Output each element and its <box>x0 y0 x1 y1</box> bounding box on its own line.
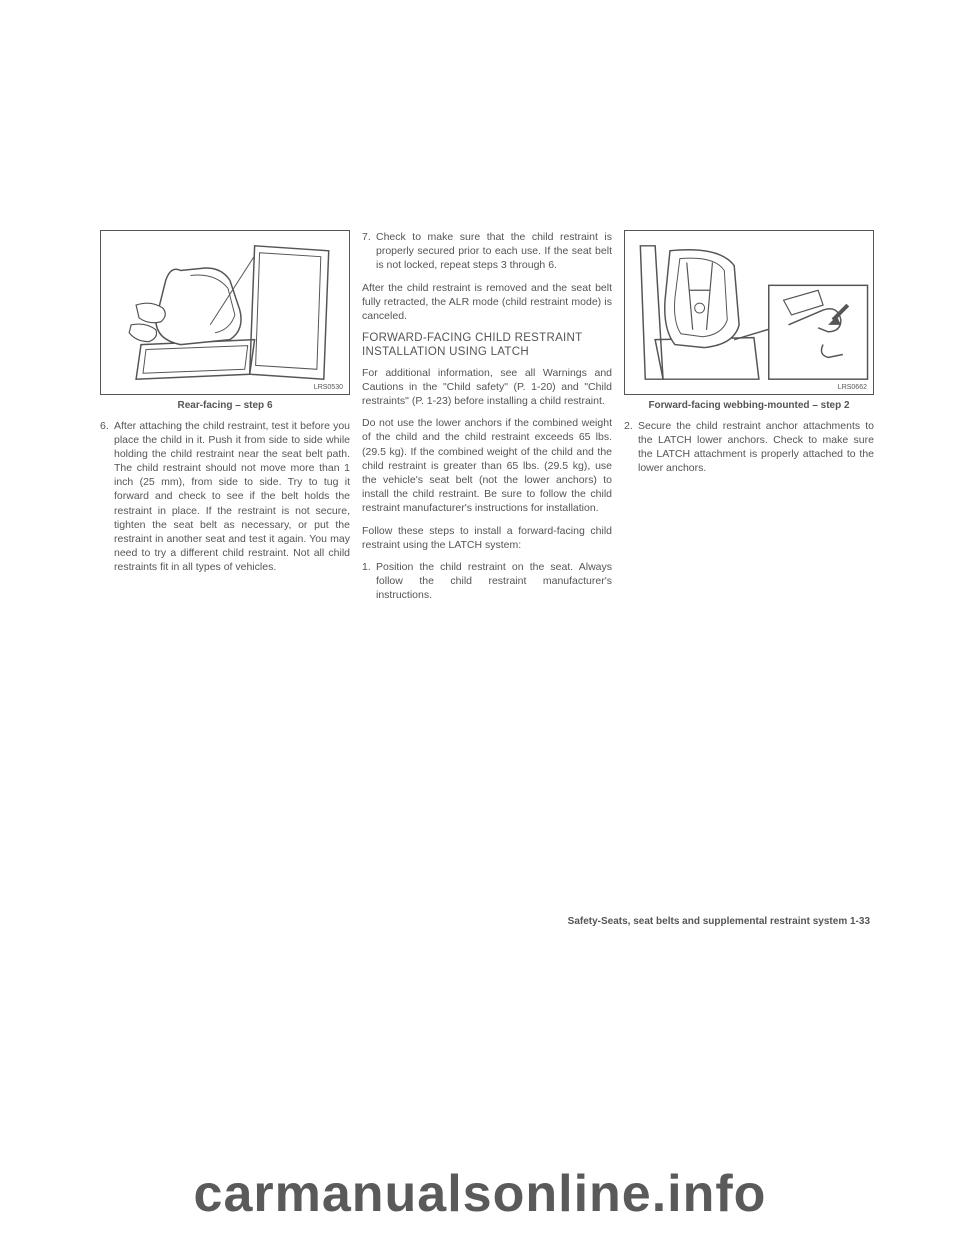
column-right: LRS0662 Forward-facing webbing-mounted –… <box>624 230 874 610</box>
step-7: 7. Check to make sure that the child res… <box>362 230 612 273</box>
step-number: 2. <box>624 419 638 476</box>
section-heading: FORWARD-FACING CHILD RESTRAINT INSTALLAT… <box>362 331 612 360</box>
page-footer: Safety-Seats, seat belts and supplementa… <box>568 916 870 927</box>
step-number: 7. <box>362 230 376 273</box>
step-1: 1. Position the child restraint on the s… <box>362 560 612 603</box>
step-2: 2. Secure the child restraint anchor att… <box>624 419 874 476</box>
watermark: carmanualsonline.info <box>0 1164 960 1242</box>
step-text: Check to make sure that the child restra… <box>376 230 612 273</box>
step-text: After attaching the child restraint, tes… <box>114 419 350 575</box>
caption-rear-facing: Rear-facing – step 6 <box>100 399 350 413</box>
paragraph: After the child restraint is removed and… <box>362 281 612 324</box>
caption-forward-facing: Forward-facing webbing-mounted – step 2 <box>624 399 874 413</box>
step-number: 6. <box>100 419 114 575</box>
illustration-forward-facing: LRS0662 <box>624 230 874 395</box>
paragraph: Follow these steps to install a forward-… <box>362 524 612 552</box>
paragraph: For additional information, see all Warn… <box>362 366 612 409</box>
page-content: LRS0530 Rear-facing – step 6 6. After at… <box>100 230 870 610</box>
column-middle: 7. Check to make sure that the child res… <box>362 230 612 610</box>
step-6: 6. After attaching the child restraint, … <box>100 419 350 575</box>
column-left: LRS0530 Rear-facing – step 6 6. After at… <box>100 230 350 610</box>
step-number: 1. <box>362 560 376 603</box>
step-text: Secure the child restraint anchor attach… <box>638 419 874 476</box>
paragraph: Do not use the lower anchors if the comb… <box>362 416 612 515</box>
step-text: Position the child restraint on the seat… <box>376 560 612 603</box>
illustration-code: LRS0662 <box>836 383 869 392</box>
illustration-code: LRS0530 <box>312 383 345 392</box>
illustration-rear-facing: LRS0530 <box>100 230 350 395</box>
